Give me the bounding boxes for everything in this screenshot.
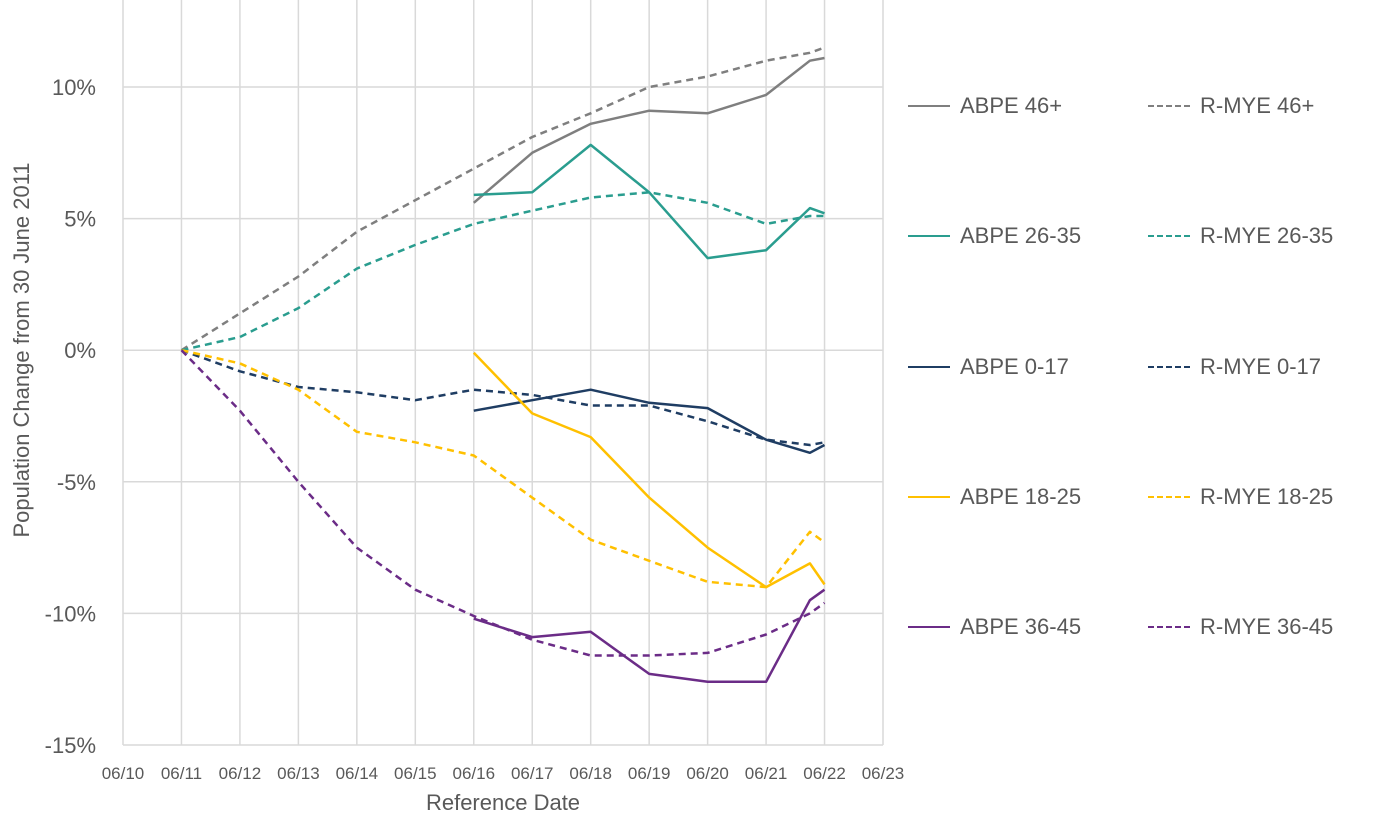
series-line-r-mye-26-35: [181, 191, 825, 352]
legend-item: R-MYE 0-17: [1148, 352, 1321, 382]
x-tick-label: 06/11: [161, 764, 202, 783]
legend-item: ABPE 36-45: [908, 612, 1081, 642]
series-line-abpe-18-25: [472, 351, 826, 589]
dashed-line-swatch: [1148, 495, 1190, 498]
legend-item: ABPE 46+: [908, 91, 1062, 121]
legend-label: R-MYE 46+: [1200, 93, 1315, 118]
gridlines: [122, 0, 884, 746]
solid-line-swatch: [908, 626, 950, 629]
legend-label: ABPE 0-17: [960, 353, 1069, 379]
series-lines: [180, 46, 826, 684]
y-tick-label: 10%: [52, 75, 96, 100]
dashed-line-swatch: [1148, 365, 1190, 368]
legend-label: ABPE 26-35: [960, 223, 1082, 249]
x-tick-label: 06/20: [686, 764, 729, 783]
dashed-line-swatch: [1148, 626, 1190, 629]
series-line-abpe-36-45: [473, 588, 826, 684]
x-tick-label: 06/19: [628, 764, 671, 783]
series-line-abpe-26-35: [473, 143, 825, 260]
x-tick-label: 06/15: [394, 764, 437, 783]
x-axis-ticks: 06/10 06/11 06/12 06/13 06/14 06/15 06/16 06/17…: [102, 764, 905, 783]
series-line-abpe-0-17: [473, 388, 826, 455]
solid-line-swatch: [908, 105, 950, 107]
solid-line-swatch: [908, 365, 950, 368]
series-line-r-mye-46-: [180, 46, 825, 352]
series-line-r-mye-18-25: [181, 348, 826, 589]
y-tick-label: 0%: [64, 338, 96, 363]
x-tick-label: 06/17: [511, 764, 554, 783]
x-tick-label: 06/18: [569, 764, 612, 783]
legend-label: R-MYE 36-45: [1200, 614, 1334, 640]
x-tick-label: 06/22: [803, 764, 846, 783]
x-tick-label: 06/23: [862, 764, 905, 783]
legend-item: R-MYE 18-25: [1148, 482, 1333, 512]
x-axis-title: Reference Date: [425, 790, 581, 815]
legend-label: ABPE 46+: [960, 93, 1063, 118]
x-tick-label: 06/13: [277, 764, 320, 783]
solid-line-swatch: [908, 235, 950, 238]
y-tick-label: -15%: [45, 733, 96, 758]
dashed-line-swatch: [1148, 105, 1190, 107]
x-tick-label: 06/21: [745, 764, 788, 783]
legend-label: R-MYE 18-25: [1200, 483, 1334, 509]
x-tick-label: 06/12: [219, 764, 262, 783]
legend-label: R-MYE 0-17: [1200, 353, 1322, 379]
dashed-line-swatch: [1148, 235, 1190, 238]
legend-item: ABPE 18-25: [908, 482, 1081, 512]
y-axis-ticks: 10% 5% 0% -5% -10% -15%: [45, 75, 96, 758]
y-tick-label: -10%: [45, 601, 96, 626]
legend-item: ABPE 26-35: [908, 221, 1081, 251]
x-tick-label: 06/16: [452, 764, 495, 783]
legend-item: ABPE 0-17: [908, 352, 1069, 382]
y-tick-label: 5%: [64, 207, 96, 232]
legend-label: ABPE 36-45: [960, 614, 1082, 640]
series-line-r-mye-36-45: [180, 349, 826, 657]
x-tick-label: 06/10: [102, 764, 145, 783]
series-line-abpe-46-: [472, 56, 825, 204]
legend-item: R-MYE 46+: [1148, 91, 1314, 121]
legend-label: ABPE 18-25: [960, 483, 1082, 509]
series-line-r-mye-0-17: [181, 349, 825, 447]
y-tick-label: -5%: [57, 470, 96, 495]
solid-line-swatch: [908, 495, 950, 498]
x-tick-label: 06/14: [336, 764, 379, 783]
legend-item: R-MYE 36-45: [1148, 612, 1333, 642]
legend-label: R-MYE 26-35: [1200, 223, 1334, 249]
y-axis-title: Population Change from 30 June 2011: [9, 162, 34, 538]
legend-item: R-MYE 26-35: [1148, 221, 1333, 251]
